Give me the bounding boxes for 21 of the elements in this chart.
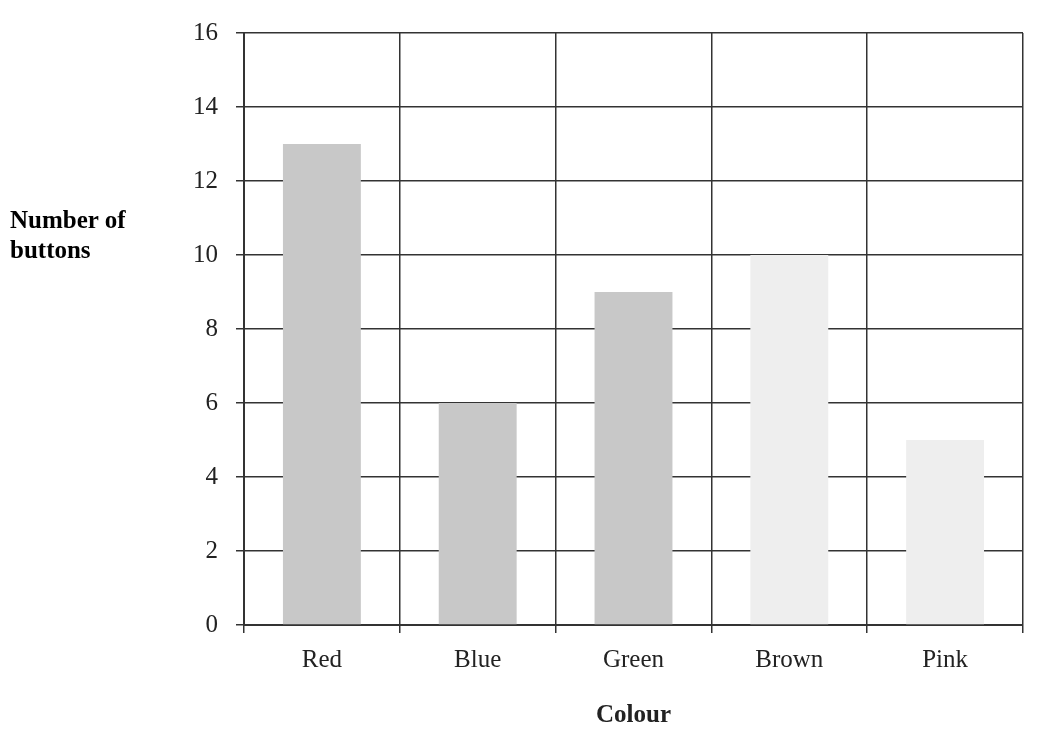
bar [750, 255, 829, 625]
x-axis-title: Colour [596, 700, 671, 728]
bar [438, 403, 517, 625]
y-tick-label: 6 [205, 387, 218, 415]
x-tick-label: Green [602, 644, 665, 672]
x-tick-label: Red [301, 644, 343, 672]
y-tick-label: 8 [205, 313, 218, 341]
x-tick-label: Blue [454, 644, 502, 672]
bar [282, 144, 361, 625]
y-axis-title: Number of buttons [10, 205, 127, 265]
bar [594, 292, 673, 625]
y-tick-label: 14 [193, 91, 219, 119]
y-tick-label: 10 [193, 239, 218, 267]
y-tick-label: 16 [193, 17, 218, 45]
x-tick-label: Brown [755, 644, 824, 672]
y-tick-label: 12 [193, 165, 218, 193]
x-tick-label: Pink [922, 644, 969, 672]
y-tick-label: 0 [205, 609, 218, 637]
y-tick-label: 4 [205, 461, 219, 489]
y-tick-label: 2 [205, 535, 218, 563]
bar [906, 440, 985, 625]
